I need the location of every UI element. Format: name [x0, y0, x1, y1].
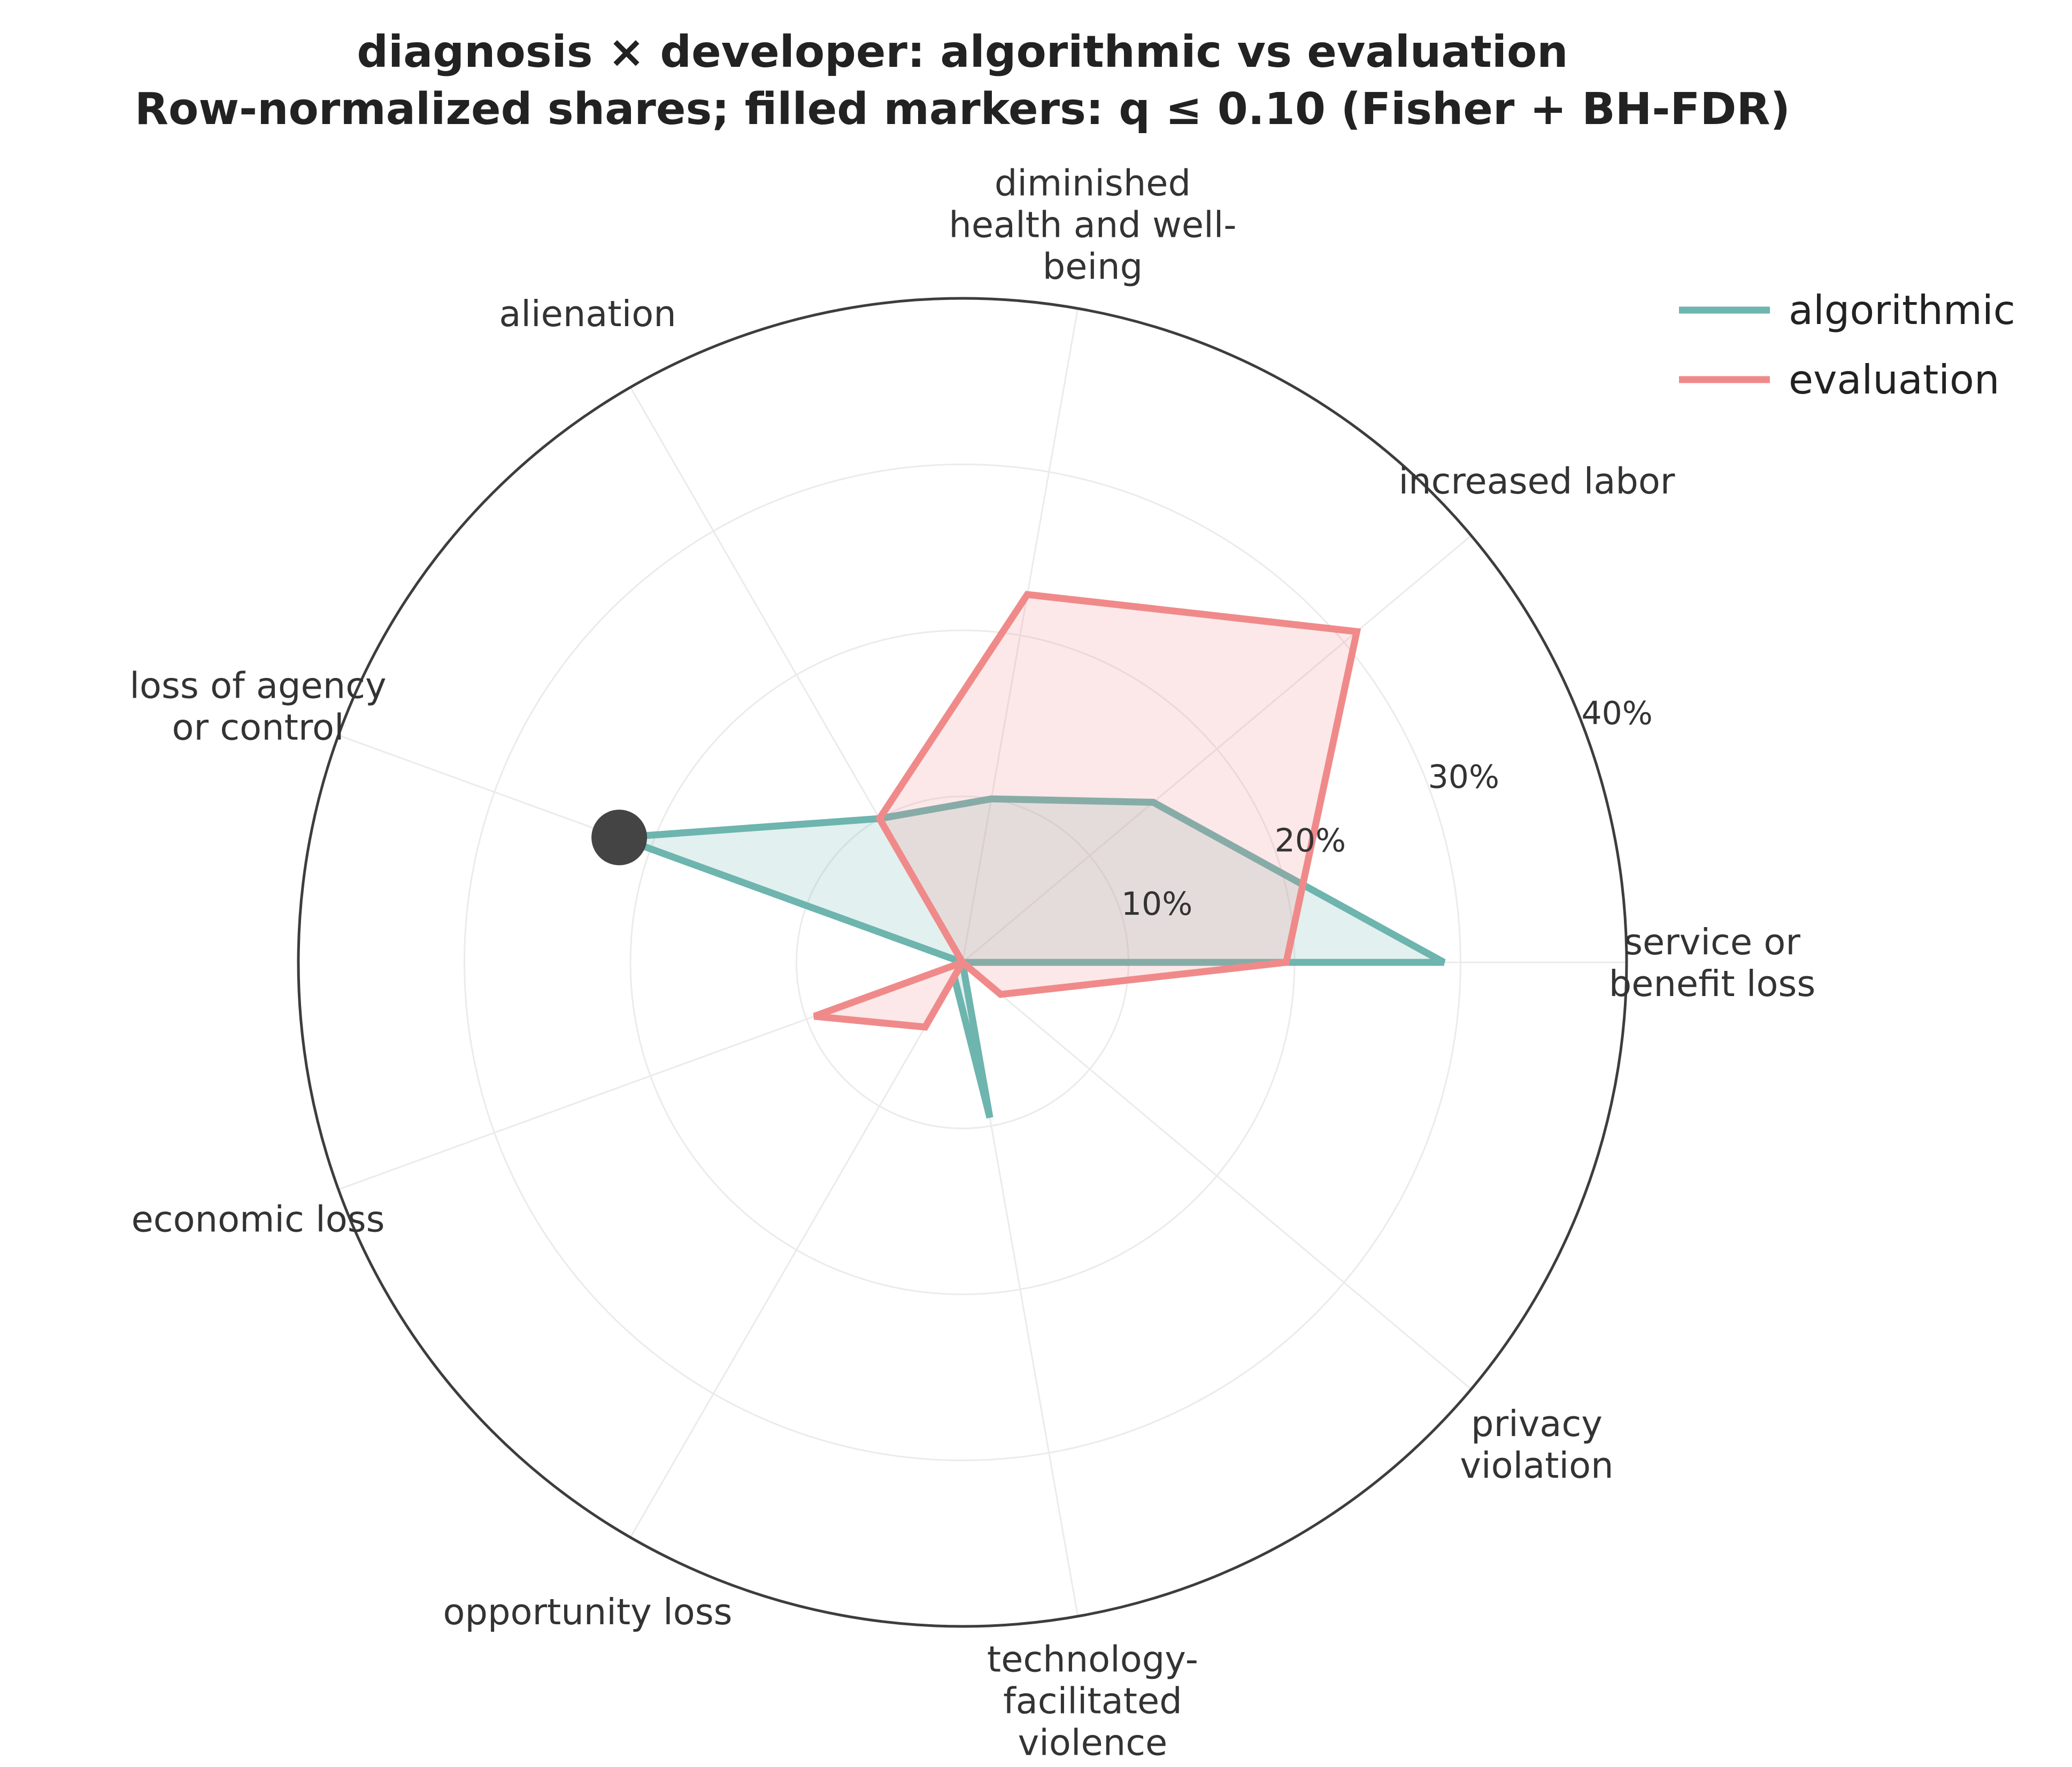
category-label-4: alienation	[499, 293, 676, 335]
category-label-9-line-1: privacy	[1471, 1403, 1603, 1445]
category-label-8-line-3: violence	[1018, 1722, 1168, 1764]
category-label-6: economic loss	[132, 1199, 385, 1240]
category-label-5-line-2: or control	[172, 706, 344, 748]
radial-tick-labels: 10% 20% 30% 40%	[1121, 695, 1653, 923]
category-label-3-line-2: health and well-	[949, 204, 1236, 245]
grid-spoke-3	[961, 308, 1079, 963]
title-line-1: diagnosis × developer: algorithmic vs ev…	[357, 27, 1568, 78]
category-label-4-line-1: alienation	[499, 293, 676, 335]
radial-tick-10pct: 10%	[1121, 885, 1192, 923]
category-label-9-line-2: violation	[1460, 1445, 1613, 1486]
category-label-8-line-1: technology-	[987, 1639, 1198, 1680]
legend-item-evaluation: evaluation	[1679, 356, 1999, 403]
category-label-7-line-1: opportunity loss	[443, 1591, 732, 1633]
radial-tick-30pct: 30%	[1428, 759, 1499, 796]
category-label-2-line-1: increased labor	[1399, 460, 1675, 502]
outer-frame-circle	[297, 297, 1628, 1628]
grid-spoke-9	[962, 961, 1472, 1390]
significance-marker-1	[591, 809, 648, 866]
legend-label-evaluation: evaluation	[1789, 356, 1999, 403]
grid-spoke-2	[962, 535, 1472, 963]
chart-title: diagnosis × developer: algorithmic vs ev…	[135, 27, 1790, 135]
chart-legend: algorithmic evaluation	[1679, 287, 2015, 403]
radial-tick-40pct: 40%	[1581, 695, 1652, 732]
legend-label-algorithmic: algorithmic	[1789, 287, 2015, 334]
radial-tick-20pct: 20%	[1275, 822, 1346, 859]
category-label-1-line-2: benefit loss	[1609, 963, 1816, 1005]
category-label-3-line-3: being	[1043, 245, 1143, 287]
category-label-7: opportunity loss	[443, 1591, 732, 1633]
radar-series	[618, 591, 1446, 1119]
grid-spoke-7	[629, 962, 964, 1538]
legend-item-algorithmic: algorithmic	[1679, 287, 2015, 334]
series-evaluation-fill	[814, 595, 1357, 1027]
category-label-5-line-1: loss of agency	[129, 665, 386, 706]
series-algorithmic-fill	[619, 799, 1444, 1118]
category-label-2: increased labor	[1399, 460, 1675, 502]
category-label-1-line-1: service or	[1624, 921, 1800, 963]
series-algorithmic-line	[618, 795, 1446, 1119]
category-label-6-line-1: economic loss	[132, 1199, 385, 1240]
category-label-3-line-1: diminished	[995, 162, 1191, 204]
category-label-8-line-2: facilitated	[1003, 1680, 1182, 1722]
significance-markers	[591, 809, 648, 866]
series-evaluation-line	[813, 591, 1361, 1031]
title-line-2: Row-normalized shares; filled markers: q…	[135, 84, 1790, 135]
